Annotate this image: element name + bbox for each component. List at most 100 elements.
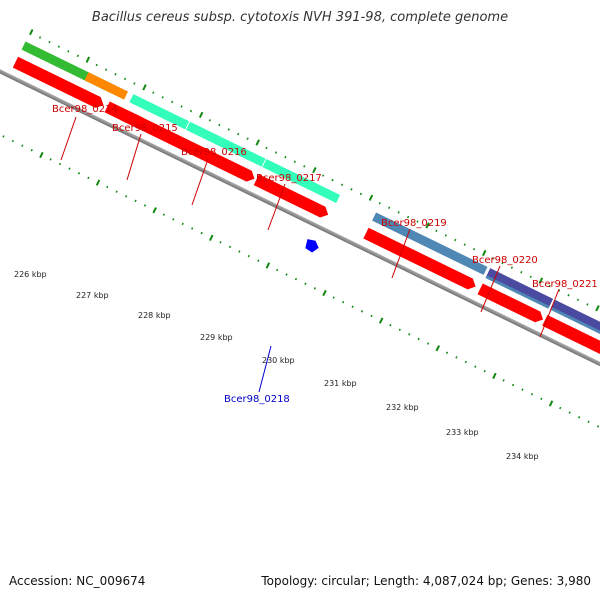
topology-summary: Topology: circular; Length: 4,087,024 bp… [261, 574, 591, 588]
inner-minor-tick [568, 411, 571, 414]
cog-block-0216 [186, 121, 266, 167]
outer-minor-tick [331, 178, 334, 182]
cog-block-0215 [129, 94, 190, 130]
gene-label-0218[interactable]: Bcer98_0218 [224, 394, 290, 405]
cog-block-0221 [550, 299, 600, 343]
cds-arrow-0213 [12, 56, 104, 108]
gene-label-layer: Bcer98_0214 Bcer98_0215 Bcer98_0216 Bcer… [52, 104, 598, 405]
inner-minor-tick [408, 333, 411, 336]
inner-minor-tick [596, 425, 600, 428]
map-title: Bacillus cereus subsp. cytotoxis NVH 391… [91, 10, 509, 25]
outer-minor-tick [303, 165, 306, 168]
scale-label-230: 230 kbp [262, 356, 295, 365]
outer-minor-tick [227, 128, 230, 131]
outer-minor-tick [104, 68, 108, 71]
outer-minor-tick [218, 123, 221, 127]
gene-label-0216[interactable]: Bcer98_0216 [181, 147, 247, 158]
scale-label-234: 234 kbp [506, 452, 539, 461]
callout-line-0216 [191, 158, 209, 206]
inner-minor-tick [143, 204, 147, 207]
inner-minor-tick [474, 365, 477, 368]
gene-label-0214[interactable]: Bcer98_0214 [52, 104, 118, 115]
outer-minor-tick [322, 174, 325, 177]
cds-arrow-0220 [477, 283, 544, 323]
inner-minor-tick [304, 282, 307, 285]
inner-minor-tick [521, 388, 524, 391]
inner-minor-tick [351, 305, 354, 308]
cds-arrow-0219 [363, 227, 476, 290]
cog-block-0219 [372, 212, 488, 275]
outer-minor-tick [67, 50, 70, 53]
inner-major-tick [435, 345, 440, 352]
inner-minor-tick [162, 213, 165, 216]
inner-minor-tick [115, 190, 118, 193]
outer-minor-tick [114, 73, 117, 76]
cds-arrow-0216 [178, 137, 255, 182]
outer-minor-tick [454, 238, 457, 242]
outer-minor-tick [397, 211, 400, 214]
inner-major-tick [95, 179, 101, 186]
inner-minor-tick [238, 250, 241, 253]
outer-minor-tick [359, 192, 363, 196]
gene-label-0217[interactable]: Bcer98_0217 [256, 173, 322, 184]
inner-minor-tick [11, 139, 14, 143]
cog-ring [21, 41, 600, 345]
outer-minor-tick [378, 201, 381, 205]
inner-minor-tick [21, 144, 24, 147]
outer-major-tick [85, 56, 91, 63]
inner-major-tick [209, 234, 214, 241]
outer-minor-tick [463, 243, 466, 246]
outer-minor-tick [491, 257, 495, 260]
outer-minor-tick [340, 183, 344, 186]
inner-minor-tick [502, 379, 505, 382]
callout-line-0217 [267, 183, 286, 231]
inner-minor-tick [106, 185, 109, 189]
outer-minor-tick [123, 77, 127, 81]
inner-minor-tick [58, 162, 62, 166]
inner-major-tick [322, 289, 327, 297]
inner-minor-tick [172, 218, 175, 221]
inner-minor-tick [276, 268, 279, 272]
inner-scale-ring [2, 135, 600, 428]
outer-minor-tick [161, 96, 164, 99]
outer-tick-ring [29, 28, 600, 312]
outer-major-tick [482, 249, 487, 257]
inner-minor-tick [219, 241, 222, 244]
inner-minor-tick [342, 300, 345, 304]
outer-minor-tick [510, 266, 514, 269]
outer-minor-tick [520, 270, 523, 274]
outer-minor-tick [38, 36, 42, 39]
inner-minor-tick [559, 406, 562, 410]
outer-minor-tick [293, 160, 296, 163]
outer-major-tick [368, 194, 374, 201]
outer-minor-tick [208, 119, 212, 122]
outer-major-tick [142, 84, 147, 91]
outer-minor-tick [274, 151, 278, 154]
inner-minor-tick [398, 328, 401, 331]
outer-major-tick [198, 111, 204, 119]
inner-minor-tick [181, 222, 184, 226]
callout-line-0221 [539, 288, 560, 338]
gene-label-0219[interactable]: Bcer98_0219 [381, 218, 447, 229]
gene-label-0220[interactable]: Bcer98_0220 [472, 255, 538, 266]
scale-label-227: 227 kbp [76, 291, 109, 300]
inner-major-tick [152, 207, 157, 214]
inner-minor-tick [191, 227, 194, 230]
outer-minor-tick [388, 206, 391, 209]
inner-minor-tick [483, 369, 486, 373]
inner-minor-tick [68, 167, 71, 170]
outer-minor-tick [406, 215, 410, 219]
inner-minor-tick [285, 273, 288, 276]
outer-major-tick [255, 139, 260, 146]
gene-label-0215[interactable]: Bcer98_0215 [112, 123, 178, 134]
gene-label-0221[interactable]: Bcer98_0221 [532, 279, 598, 290]
inner-minor-tick [530, 392, 534, 396]
outer-minor-tick [57, 45, 61, 48]
inner-minor-tick [417, 337, 420, 341]
callout-line-0214 [60, 116, 77, 161]
outer-minor-tick [152, 91, 155, 94]
outer-minor-tick [473, 247, 476, 251]
inner-minor-tick [200, 231, 203, 235]
scale-label-226: 226 kbp [14, 270, 47, 279]
